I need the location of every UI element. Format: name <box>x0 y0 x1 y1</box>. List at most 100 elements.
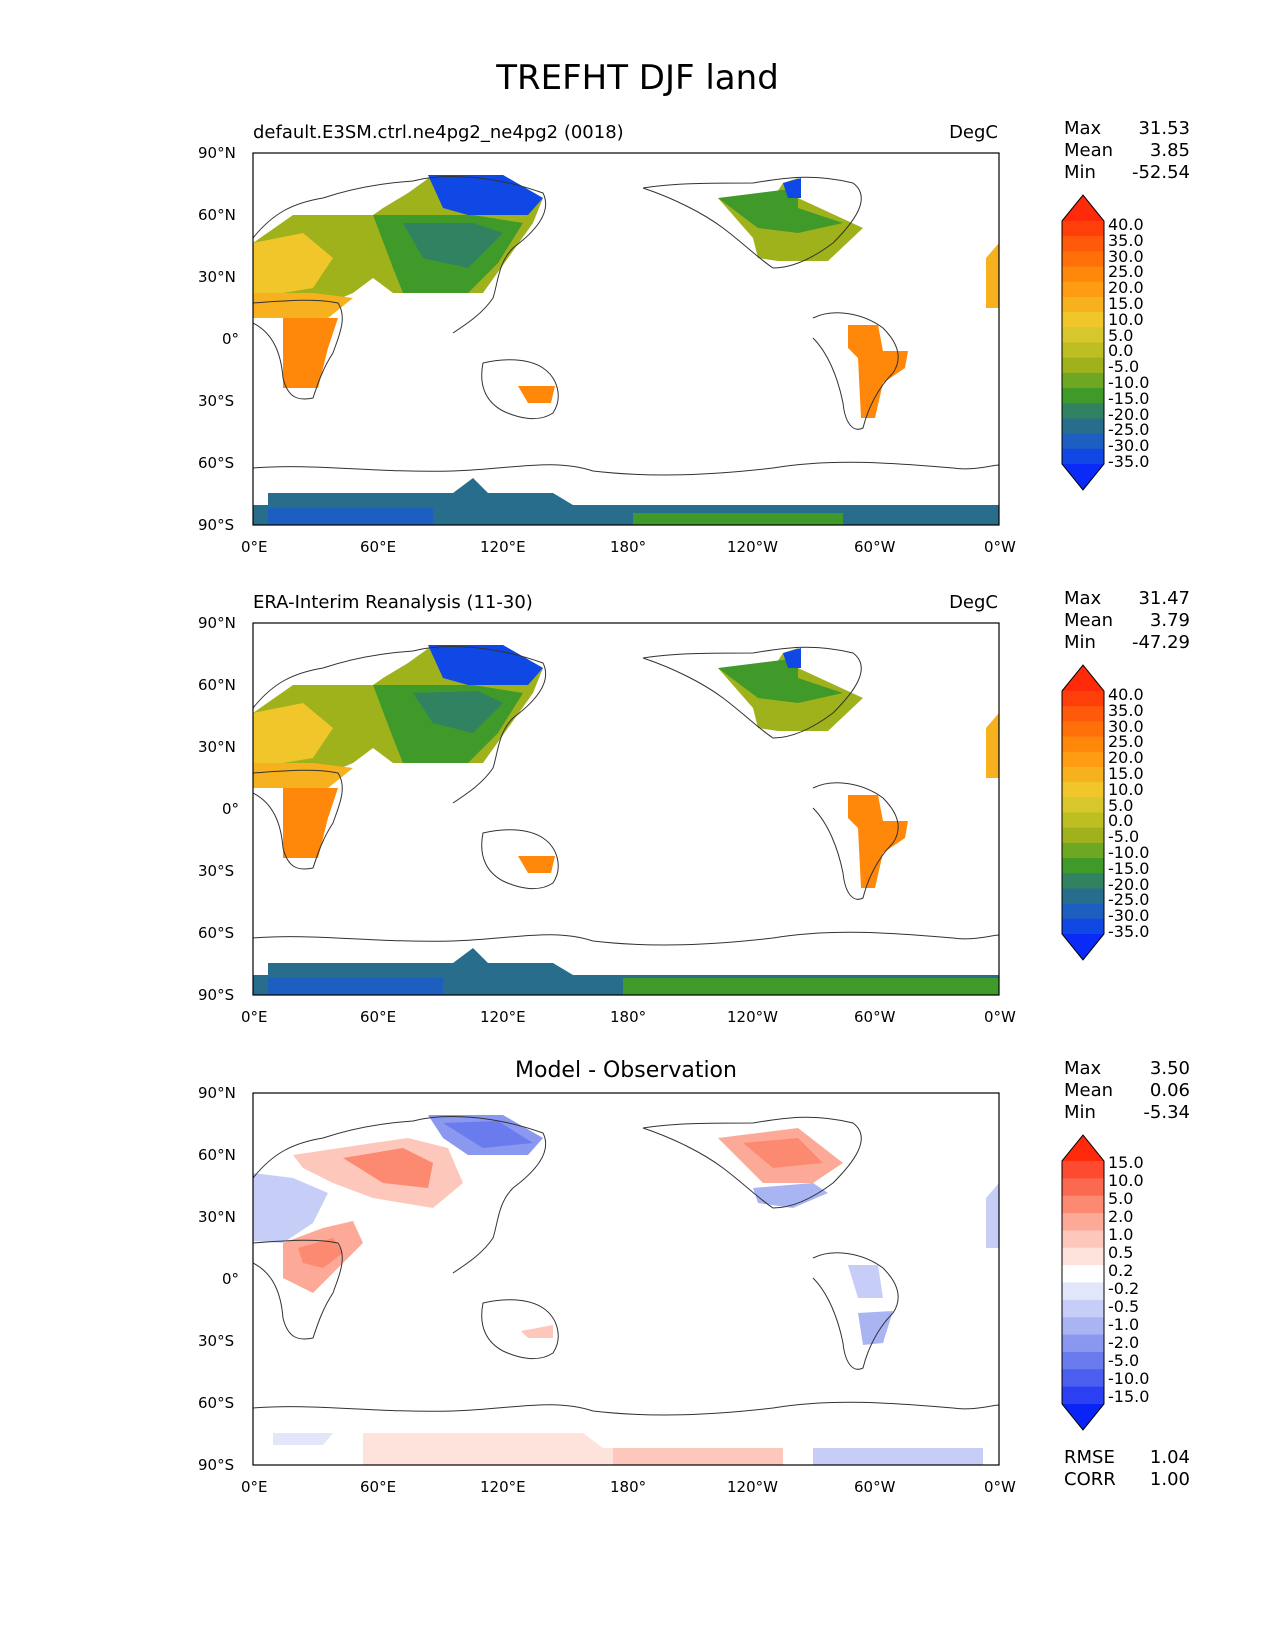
colorbar-tick-label: -2.0 <box>1108 1333 1140 1352</box>
field-canada-cold <box>718 658 843 703</box>
lat-tick: 30°S <box>198 862 235 880</box>
colorbar-segment <box>1062 736 1104 753</box>
colorbar-segment <box>1062 766 1104 783</box>
colorbar-tick-label: 10.0 <box>1108 309 1144 329</box>
field-atlantic-edge <box>986 243 999 308</box>
colorbar-segment <box>1062 281 1104 298</box>
coast-antarctica <box>253 461 999 476</box>
field-africa <box>283 788 338 858</box>
stat-mean-label: Mean <box>1064 140 1114 161</box>
colorbar-segment <box>1062 1299 1104 1318</box>
colorbar-tick-label: -35.0 <box>1108 452 1150 471</box>
field-antarctica-warm <box>633 513 843 525</box>
coast-australia <box>481 1299 559 1360</box>
field-eurasia-pos2 <box>343 1148 433 1188</box>
colorbar-tick-label: 0.0 <box>1108 811 1134 831</box>
colorbar-tick-label: -15.0 <box>1108 388 1150 408</box>
colorbar-model <box>1061 194 1105 491</box>
colorbar-segment <box>1062 342 1104 359</box>
colorbar-tick-label: -30.0 <box>1108 436 1150 456</box>
field-europe-warm <box>253 233 333 298</box>
colorbar-segment <box>1062 251 1104 268</box>
colorbar-outline <box>1061 664 1105 961</box>
field-mid-cold <box>403 223 503 268</box>
colorbar-segment <box>1062 448 1104 465</box>
field-europe-warm <box>253 703 333 768</box>
colorbar-tick-label: 35.0 <box>1108 230 1144 250</box>
colorbar-segment <box>1062 1351 1104 1370</box>
colorbar-extend-min <box>1062 1404 1104 1430</box>
lon-tick: 0°E <box>241 1008 268 1026</box>
colorbar-tick-label: 35.0 <box>1108 700 1144 720</box>
field-sa-neg <box>848 1265 883 1298</box>
figure-title: TREFHT DJF land <box>496 58 779 98</box>
lon-tick: 60°W <box>854 538 896 556</box>
coast-antarctica <box>253 931 999 946</box>
panel-title-left: ERA-Interim Reanalysis (11-30) <box>253 592 533 613</box>
field-sa-neg2 <box>858 1311 893 1345</box>
colorbar-tick-label: 15.0 <box>1108 294 1144 313</box>
colorbar-tick-label: -0.2 <box>1108 1279 1140 1298</box>
map-model <box>252 152 1000 526</box>
colorbar-segment <box>1062 221 1104 237</box>
colorbar-segment <box>1062 312 1104 328</box>
colorbar-tick-label: 15.0 <box>1108 1153 1144 1172</box>
colorbar-tick-label: 20.0 <box>1108 748 1144 768</box>
colorbar-segment <box>1062 236 1104 252</box>
colorbar-segment <box>1062 797 1104 813</box>
colorbar-segment <box>1062 1265 1104 1283</box>
colorbar-outline <box>1061 1134 1105 1431</box>
colorbar-segment <box>1062 357 1104 374</box>
colorbar-segment <box>1062 1195 1104 1214</box>
stat-mean-value: 0.06 <box>1149 1080 1190 1101</box>
colorbar-tick-label: -0.5 <box>1108 1297 1140 1316</box>
field-antarctica-warm <box>623 978 999 995</box>
colorbar-segment <box>1062 1282 1104 1301</box>
lon-tick: 120°W <box>727 1478 778 1496</box>
coast-north-america <box>642 646 862 739</box>
panel-title-center: Model - Observation <box>515 1058 737 1083</box>
lon-tick: 60°E <box>360 538 397 556</box>
colorbar-outline <box>1061 194 1105 491</box>
colorbar-tick-label: 20.0 <box>1108 278 1144 298</box>
colorbar-tick-label: 1.0 <box>1108 1225 1134 1244</box>
colorbar-segment <box>1062 1386 1104 1405</box>
field-atlantic-edge <box>986 713 999 778</box>
lon-tick: 180° <box>610 1478 647 1496</box>
colorbar-segment <box>1062 1161 1104 1179</box>
coast-north-america <box>642 176 862 269</box>
coast-africa <box>253 1239 343 1340</box>
lon-tick: 0°W <box>984 1008 1016 1026</box>
field-antarctica-neg <box>273 1433 333 1445</box>
field-north-africa <box>253 293 353 318</box>
field-siberia-neg2 <box>443 1121 533 1148</box>
lat-tick: 90°S <box>198 1456 235 1474</box>
lon-tick: 120°E <box>480 538 526 556</box>
colorbar-segment <box>1062 1334 1104 1353</box>
field-australia <box>518 856 555 873</box>
field-europe-neg <box>253 1173 328 1243</box>
lat-tick: 0° <box>222 800 240 818</box>
stat-min-label: Min <box>1064 632 1096 653</box>
lat-tick: 60°N <box>198 676 236 694</box>
colorbar-tick-label: 15.0 <box>1108 764 1144 783</box>
colorbar-segment <box>1062 903 1104 920</box>
coast-africa <box>253 769 343 870</box>
lat-tick: 60°N <box>198 206 236 224</box>
lon-tick: 60°W <box>854 1008 896 1026</box>
lat-tick: 60°S <box>198 454 235 472</box>
colorbar-extend-max <box>1062 195 1104 221</box>
colorbar-segment <box>1062 842 1104 859</box>
coast-south-america <box>812 312 899 430</box>
field-south-america <box>848 325 908 418</box>
colorbar-tick-label: 10.0 <box>1108 779 1144 799</box>
colorbar-tick-label: 0.5 <box>1108 1243 1134 1262</box>
field-south-america <box>848 795 908 888</box>
coast-australia <box>481 359 559 420</box>
panel-units: DegC <box>949 122 998 143</box>
colorbar-segment <box>1062 403 1104 419</box>
colorbar-segment <box>1062 1247 1104 1266</box>
colorbar-tick-label: -10.0 <box>1108 843 1150 862</box>
lon-tick: 0°E <box>241 1478 268 1496</box>
colorbar-segment <box>1062 388 1104 404</box>
